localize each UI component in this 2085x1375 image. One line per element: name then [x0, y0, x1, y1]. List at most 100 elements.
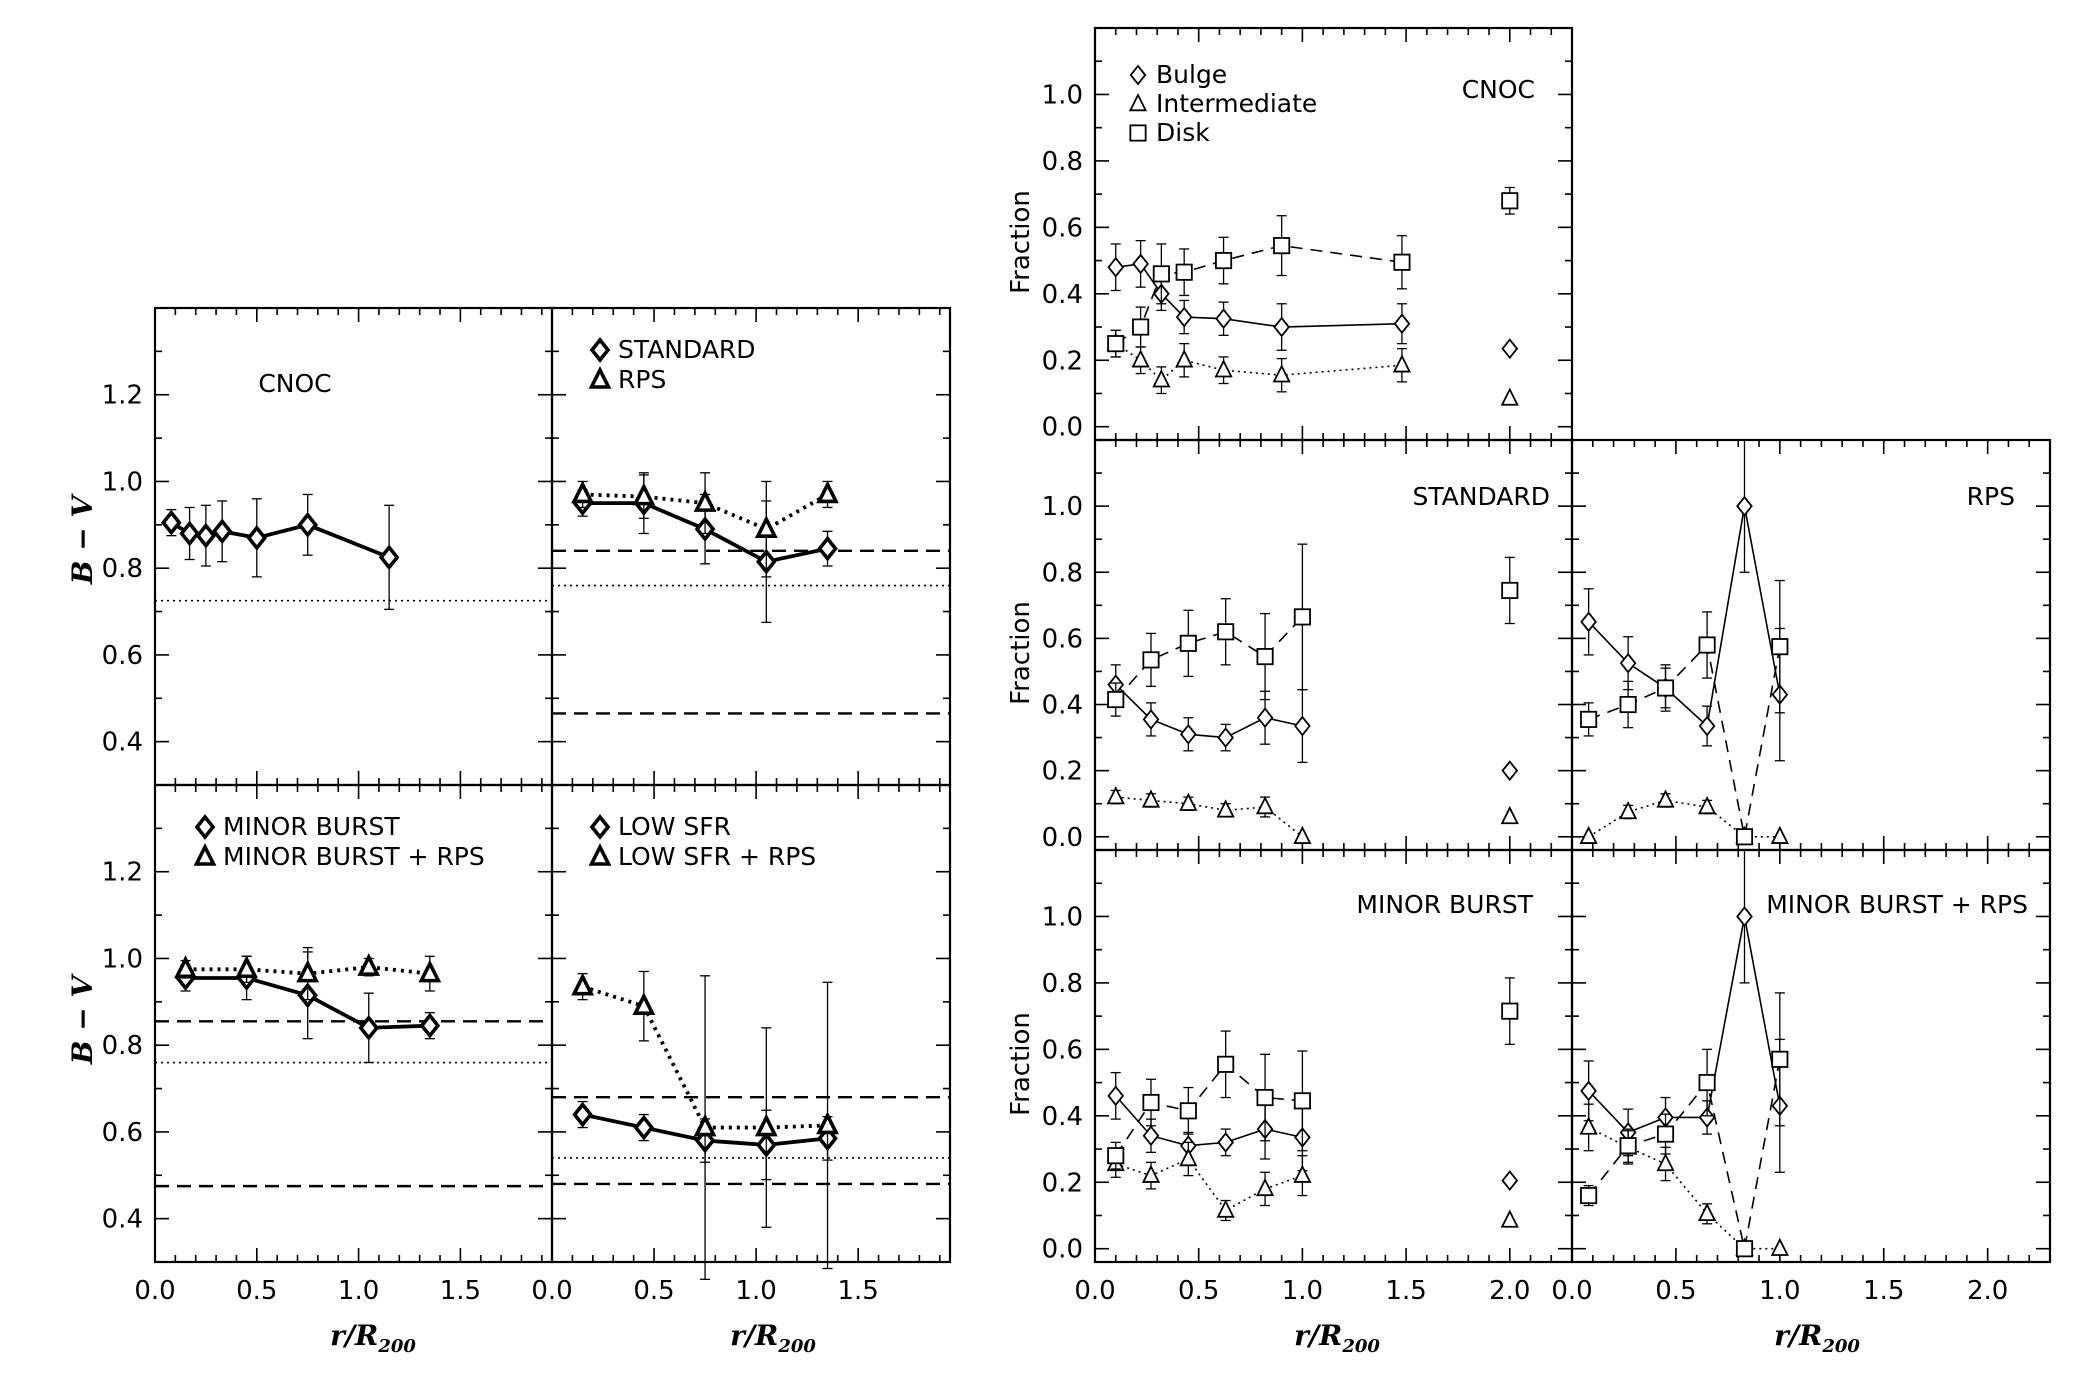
series-line — [1588, 644, 1781, 838]
data-point-triangle — [1179, 1147, 1198, 1167]
data-point-triangle — [1179, 792, 1198, 811]
series-bulge — [1107, 239, 1411, 351]
data-point-square — [1771, 1050, 1789, 1068]
data-point-square — [1217, 1055, 1235, 1073]
data-point-triangle — [1500, 805, 1519, 825]
series-bulge-total- — [1501, 338, 1519, 360]
series-line — [1115, 1158, 1303, 1212]
data-point-triangle — [1152, 369, 1171, 388]
x-tick-label: 2.0 — [1489, 1276, 1530, 1306]
legend-marker-square — [1129, 124, 1147, 142]
series-line — [1115, 1063, 1303, 1157]
y-tick-label: 0.2 — [1042, 346, 1083, 376]
right-ylabel-3: Fraction — [1006, 1012, 1036, 1116]
frac-standard-title: STANDARD — [1412, 482, 1550, 511]
legend-label: MINOR BURST + RPS — [223, 842, 485, 871]
data-point-triangle — [296, 959, 320, 983]
frac-minor-burst-title: MINOR BURST — [1356, 890, 1533, 919]
frac-rps-title: RPS — [1967, 482, 2015, 511]
data-point-triangle — [1579, 825, 1598, 844]
y-tick-label: 0.8 — [1042, 147, 1083, 177]
data-point-square — [1501, 192, 1519, 210]
series-intermediate-total- — [1500, 1209, 1519, 1228]
data-point-diamond — [1142, 708, 1160, 730]
frac-minor-burst-rps-title: MINOR BURST + RPS — [1766, 890, 2028, 919]
xlabel-left-a: r/R200 — [330, 1319, 416, 1357]
series-bulge — [1580, 850, 1789, 1173]
y-tick-label: 0.6 — [1042, 213, 1083, 243]
bv-low-sfr-frame — [550, 783, 952, 1264]
series-line — [1115, 796, 1303, 838]
data-point-triangle — [418, 959, 442, 983]
data-point-triangle — [235, 955, 259, 979]
data-point-square — [1273, 237, 1291, 255]
data-point-diamond — [378, 544, 400, 571]
y-tick-label: 0.6 — [1042, 624, 1083, 654]
data-point-diamond — [1501, 1170, 1519, 1192]
data-point-square — [1256, 1088, 1274, 1107]
legend-marker-diamond — [1129, 64, 1147, 86]
data-point-triangle — [357, 953, 381, 976]
data-point-triangle — [1175, 349, 1194, 368]
data-point-triangle — [1214, 359, 1233, 378]
data-point-triangle — [1656, 789, 1675, 808]
data-point-triangle — [693, 1113, 717, 1137]
data-point-diamond — [817, 535, 838, 562]
y-tick-label: 0.6 — [102, 641, 143, 671]
y-tick-label: 1.2 — [102, 381, 143, 411]
data-point-square — [1107, 1147, 1125, 1165]
data-point-square — [1580, 1186, 1598, 1205]
data-point-square — [1175, 263, 1193, 281]
data-point-triangle — [1770, 1237, 1789, 1256]
y-tick-label: 1.0 — [102, 944, 143, 974]
right-ylabel-2: Fraction — [1006, 601, 1036, 705]
data-point-triangle — [1255, 796, 1275, 815]
x-tick-label: 1.0 — [338, 1276, 379, 1306]
data-point-diamond — [1698, 1107, 1716, 1128]
frac-rps-panel: RPS — [1570, 438, 2052, 852]
data-point-diamond — [1179, 723, 1197, 745]
data-point-square — [1619, 1137, 1637, 1155]
right-ylabel-1: Fraction — [1006, 190, 1036, 294]
x-tick-label: 1.5 — [837, 1276, 878, 1306]
data-point-square — [1293, 608, 1311, 626]
data-point-square — [1179, 1102, 1197, 1120]
data-point-diamond — [1580, 611, 1597, 633]
y-tick-label: 0.4 — [1042, 1102, 1083, 1132]
legend-label: Bulge — [1156, 60, 1227, 89]
data-point-triangle — [1392, 354, 1412, 373]
data-point-diamond — [1217, 727, 1235, 749]
frac-cnoc-title: CNOC — [1462, 75, 1535, 104]
data-point-diamond — [358, 1014, 380, 1041]
x-tick-label: 1.0 — [1759, 1276, 1800, 1306]
left-top-ylabel: B − V — [66, 493, 99, 586]
series-line — [1588, 915, 1781, 1134]
data-point-square — [1501, 1002, 1519, 1020]
series-line — [1587, 1059, 1781, 1250]
data-point-square — [1107, 691, 1125, 709]
legend-label: LOW SFR — [618, 812, 731, 841]
x-tick-label: 0.5 — [1655, 1276, 1696, 1306]
data-point-triangle — [1293, 1164, 1312, 1183]
data-point-diamond — [633, 1114, 655, 1141]
data-point-square — [1501, 581, 1519, 599]
data-point-square — [1215, 252, 1233, 270]
series-bulge — [1107, 664, 1311, 764]
legend-label: Disk — [1156, 118, 1210, 147]
x-tick-label: 0.0 — [134, 1276, 175, 1306]
series-rps — [571, 472, 839, 578]
x-tick-label: 0.0 — [1551, 1276, 1592, 1306]
data-point-triangle — [1500, 1209, 1519, 1228]
data-point-diamond — [1736, 906, 1753, 927]
data-point-diamond — [1175, 306, 1193, 328]
series-disk — [1107, 543, 1311, 717]
y-tick-label: 0.4 — [102, 1205, 143, 1235]
y-tick-label: 0.0 — [1042, 1235, 1083, 1265]
data-point-diamond — [1294, 715, 1311, 737]
data-point-triangle — [571, 480, 595, 504]
data-point-diamond — [1393, 313, 1411, 335]
y-tick-label: 0.6 — [102, 1118, 143, 1148]
series-cnoc — [160, 493, 400, 611]
